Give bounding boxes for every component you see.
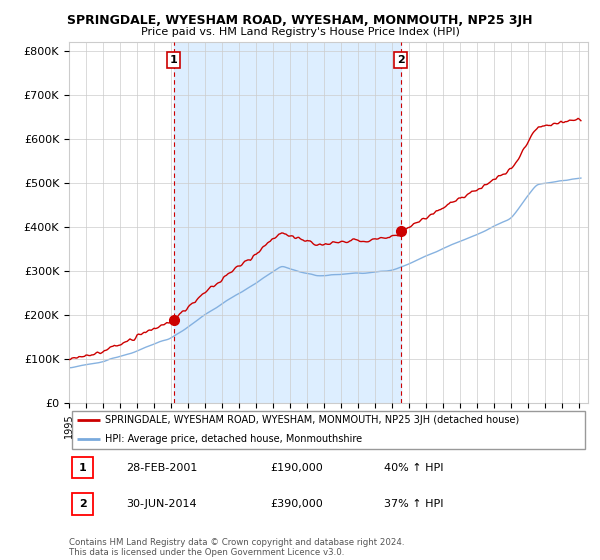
Text: SPRINGDALE, WYESHAM ROAD, WYESHAM, MONMOUTH, NP25 3JH: SPRINGDALE, WYESHAM ROAD, WYESHAM, MONMO… (67, 14, 533, 27)
Text: HPI: Average price, detached house, Monmouthshire: HPI: Average price, detached house, Monm… (106, 435, 362, 445)
Text: Contains HM Land Registry data © Crown copyright and database right 2024.
This d: Contains HM Land Registry data © Crown c… (69, 538, 404, 557)
Text: 2: 2 (397, 55, 404, 65)
Text: SPRINGDALE, WYESHAM ROAD, WYESHAM, MONMOUTH, NP25 3JH (detached house): SPRINGDALE, WYESHAM ROAD, WYESHAM, MONMO… (106, 415, 520, 425)
Text: 40% ↑ HPI: 40% ↑ HPI (384, 463, 443, 473)
Text: £190,000: £190,000 (270, 463, 323, 473)
Text: 1: 1 (170, 55, 178, 65)
Text: 2: 2 (79, 499, 86, 509)
Text: 30-JUN-2014: 30-JUN-2014 (126, 499, 197, 509)
Text: £390,000: £390,000 (270, 499, 323, 509)
Text: 37% ↑ HPI: 37% ↑ HPI (384, 499, 443, 509)
Text: Price paid vs. HM Land Registry's House Price Index (HPI): Price paid vs. HM Land Registry's House … (140, 27, 460, 37)
Bar (174, 42, 401, 403)
FancyBboxPatch shape (71, 411, 586, 449)
Text: 28-FEB-2001: 28-FEB-2001 (126, 463, 197, 473)
Text: 1: 1 (79, 463, 86, 473)
